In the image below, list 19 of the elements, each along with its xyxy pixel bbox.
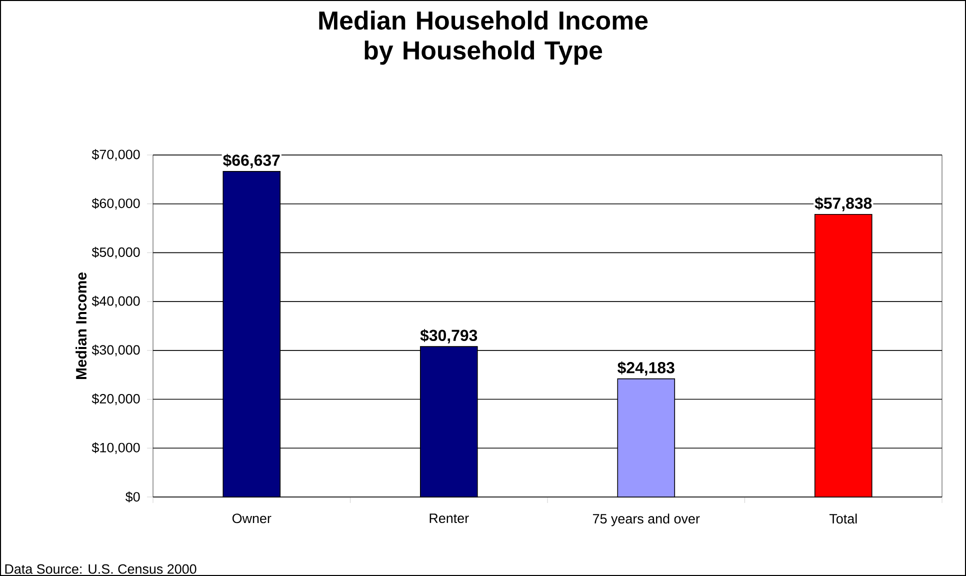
y-axis-title: Median Income bbox=[76, 272, 87, 379]
data-label: $66,637 bbox=[223, 154, 280, 168]
data-label: $24,183 bbox=[618, 361, 674, 376]
y-tick-label: $50,000 bbox=[92, 246, 140, 259]
y-tick-label: $40,000 bbox=[92, 296, 140, 308]
x-tick-label: Renter bbox=[430, 514, 469, 524]
y-tick-label: $20,000 bbox=[92, 393, 140, 406]
x-tick-label: Owner bbox=[232, 514, 272, 524]
y-tick-label: $0 bbox=[126, 492, 140, 502]
data-label: $30,793 bbox=[420, 329, 478, 344]
x-tick-label: Total bbox=[829, 514, 857, 524]
data-label: $57,838 bbox=[814, 196, 872, 212]
y-tick-label: $70,000 bbox=[92, 149, 140, 161]
y-tick-label: $60,000 bbox=[92, 198, 140, 210]
x-tick-label: 75 years and over bbox=[592, 514, 700, 526]
y-tick-label: $30,000 bbox=[92, 344, 140, 356]
chart-title: Median Household Income by Household Type bbox=[319, 10, 648, 65]
source-note: Data Source: U.S. Census 2000 bbox=[5, 564, 196, 574]
y-tick-label: $10,000 bbox=[92, 442, 140, 454]
